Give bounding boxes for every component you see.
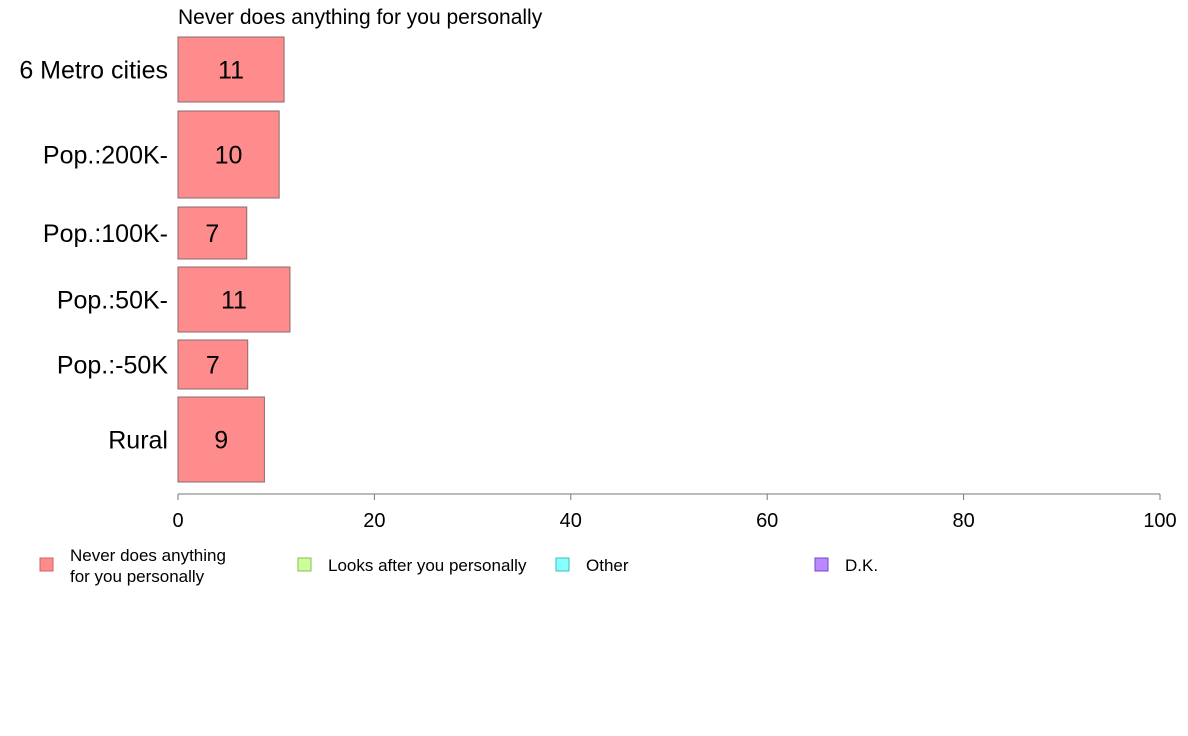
legend-swatch-0 [39,557,54,572]
legend-label-0-line-0: Never does anything [70,546,226,565]
value-label-5: 9 [214,427,228,455]
bar-0 [177,36,285,103]
value-label-1: 10 [215,142,243,170]
bar-4 [177,339,249,390]
legend-label-1: Looks after you personally [328,556,527,575]
x-tick-label-2: 40 [560,510,582,532]
bar-2 [177,206,248,260]
chart-title: Never does anything for you personally [178,6,543,29]
category-label-4: Pop.:-50K [57,352,169,380]
x-axis: 0 20 40 60 80 100 [172,493,1177,532]
x-tick-label-0: 0 [172,510,183,532]
category-label-3: Pop.:50K- [57,287,168,315]
category-label-5: Rural [108,427,168,455]
x-tick-label-5: 100 [1143,510,1176,532]
bar-1 [177,110,280,199]
value-label-4: 7 [206,352,220,380]
category-labels: 6 Metro cities Pop.:200K- Pop.:100K- Pop.:5… [19,57,168,455]
legend-label-0-line-1: for you personally [70,567,205,586]
value-label-3: 11 [221,287,247,315]
category-label-1: Pop.:200K- [43,142,168,170]
x-tick-label-3: 60 [756,510,778,532]
value-label-2: 7 [205,220,219,248]
legend: Never does anything for you personally Loo… [39,546,878,586]
bar-5 [177,396,265,483]
bar-group [177,36,291,483]
category-label-2: Pop.:100K- [43,220,168,248]
legend-swatch-1 [297,557,312,572]
legend-swatch-3 [814,557,829,572]
bar-3 [177,266,291,333]
value-label-0: 11 [218,57,244,85]
legend-swatch-2 [555,557,570,572]
legend-label-2: Other [586,556,629,575]
x-tick-label-4: 80 [952,510,974,532]
x-tick-label-1: 20 [363,510,385,532]
legend-label-3: D.K. [845,556,878,575]
value-labels: 11 10 7 11 7 9 [205,57,247,455]
category-label-0: 6 Metro cities [19,57,168,85]
